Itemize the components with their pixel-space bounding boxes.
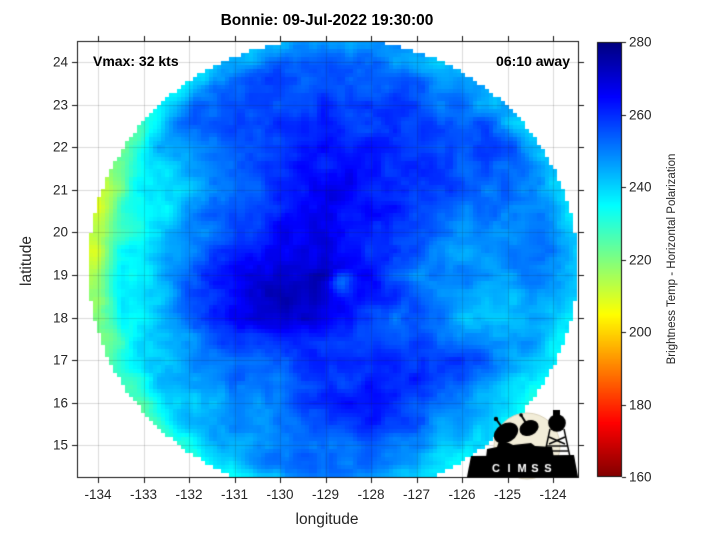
x-tick-label: -127	[402, 487, 431, 502]
y-tick-label: 19	[52, 267, 68, 283]
y-tick-label: 20	[52, 224, 68, 240]
y-tick-label: 17	[52, 352, 68, 368]
x-axis-label: longitude	[295, 511, 359, 528]
y-axis-label: latitude	[18, 236, 35, 286]
vmax-annotation: Vmax: 32 kts	[93, 53, 179, 69]
y-tick-label: 21	[52, 182, 68, 198]
colorbar-tick-label: 200	[629, 324, 652, 340]
x-tick-label: -131	[220, 487, 249, 502]
x-tick-label: -129	[311, 487, 340, 502]
x-tick-label: -134	[84, 487, 112, 502]
x-tick-label: -132	[175, 487, 203, 502]
y-tick-label: 15	[52, 437, 68, 453]
colorbar-tick-label: 160	[629, 469, 652, 485]
x-tick-label: -133	[129, 487, 158, 502]
x-tick-label: -125	[493, 487, 522, 502]
x-tick-label: -130	[266, 487, 294, 502]
y-tick-label: 18	[52, 310, 68, 326]
y-tick-label: 24	[52, 54, 68, 70]
colorbar-tick-label: 260	[629, 107, 652, 122]
y-tick-label: 16	[52, 395, 68, 411]
y-tick-label: 22	[52, 139, 68, 155]
colorbar-tick-label: 220	[629, 252, 652, 267]
plot-title: Bonnie: 09-Jul-2022 19:30:00	[220, 12, 434, 29]
x-tick-label: -126	[448, 487, 476, 502]
eta-annotation: 06:10 away	[496, 53, 570, 69]
colorbar-tick-label: 240	[629, 179, 652, 195]
colorbar-label: Brightness Temp - Horizontal Polarizatio…	[666, 153, 678, 365]
colorbar-tick-label: 180	[629, 397, 652, 412]
x-tick-label: -124	[539, 487, 567, 502]
colorbar-tick-label: 280	[629, 34, 652, 50]
x-tick-label: -128	[357, 487, 385, 502]
y-tick-label: 23	[52, 97, 68, 113]
